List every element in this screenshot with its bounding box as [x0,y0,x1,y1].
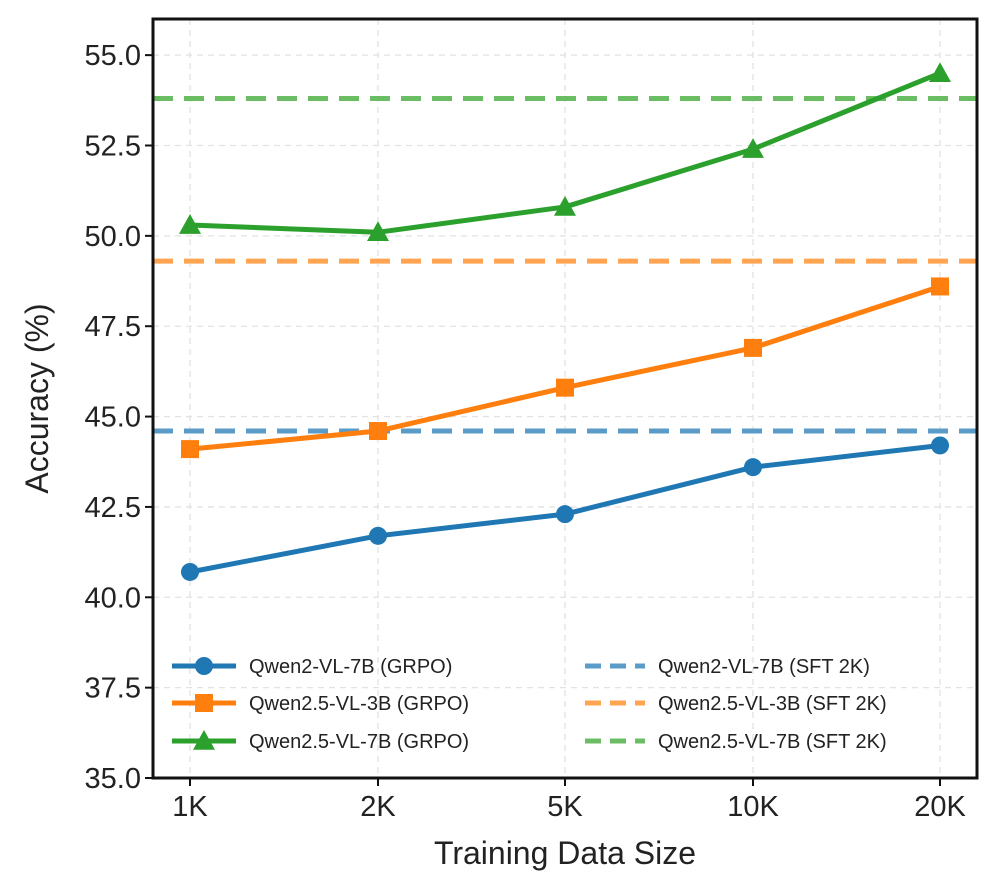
data-point [554,195,576,216]
data-point [744,338,762,357]
legend-marker [195,694,213,712]
series-qwen2-5-vl-3b-grpo [181,277,949,459]
y-tick-label: 37.5 [85,673,141,705]
x-tick-label: 1K [172,791,208,823]
data-point [181,562,199,581]
legend-label: Qwen2.5-VL-7B (GRPO) [249,731,469,753]
y-tick-label: 47.5 [85,311,141,343]
y-tick-label: 40.0 [85,582,141,614]
legend-marker [195,657,213,675]
data-point [369,422,387,441]
legend: Qwen2-VL-7B (GRPO) Qwen2.5-VL-3B (GRPO) Qw… [172,656,887,753]
data-point [367,221,389,242]
data-point [744,458,762,477]
legend-label: Qwen2.5-VL-7B (SFT 2K) [658,731,887,753]
legend-label: Qwen2.5-VL-3B (SFT 2K) [658,693,887,715]
legend-item-qwen2-5-vl-3b-grpo: Qwen2.5-VL-3B (GRPO) [172,693,469,715]
x-tick-label: 20K [914,791,966,823]
data-point [181,440,199,459]
data-point [179,214,201,234]
y-tick-label: 42.5 [85,492,141,524]
legend-label: Qwen2-VL-7B (GRPO) [249,656,452,678]
legend-item-qwen2-vl-7b-sft-2k: Qwen2-VL-7B (SFT 2K) [585,656,870,678]
x-tick-label: 10K [727,791,779,823]
data-point [931,277,949,296]
series-lines [179,62,951,581]
y-axis-title: Accuracy (%) [19,303,55,493]
baseline-lines [153,96,977,434]
y-tick-label: 52.5 [85,131,141,163]
data-point [556,378,574,397]
legend-item-qwen2-5-vl-3b-sft-2k: Qwen2.5-VL-3B (SFT 2K) [585,693,887,715]
y-tick-label: 50.0 [85,221,141,253]
legend-item-qwen2-5-vl-7b-sft-2k: Qwen2.5-VL-7B (SFT 2K) [585,731,887,753]
axis-ticks: 35.0 37.5 40.0 42.5 45.0 47.5 50.0 52.5 55.0 1K 2K… [85,40,967,823]
legend-item-qwen2-5-vl-7b-grpo: Qwen2.5-VL-7B (GRPO) [172,730,469,753]
data-point [742,138,764,158]
x-tick-label: 2K [360,791,396,823]
y-tick-label: 55.0 [85,40,141,72]
data-point [556,505,574,524]
series-qwen2-vl-7b-grpo [181,436,949,581]
legend-item-qwen2-vl-7b-grpo: Qwen2-VL-7B (GRPO) [172,656,452,678]
legend-marker [193,730,215,750]
legend-label: Qwen2-VL-7B (SFT 2K) [658,656,870,678]
data-point [369,526,387,545]
x-axis-title: Training Data Size [434,835,696,871]
grid [153,19,977,779]
series-qwen2-5-vl-7b-grpo [179,62,951,242]
legend-label: Qwen2.5-VL-3B (GRPO) [249,693,469,715]
y-tick-label: 45.0 [85,402,141,434]
data-point [929,62,951,83]
data-point [931,436,949,455]
y-tick-label: 35.0 [85,763,141,795]
x-tick-label: 5K [547,791,583,823]
